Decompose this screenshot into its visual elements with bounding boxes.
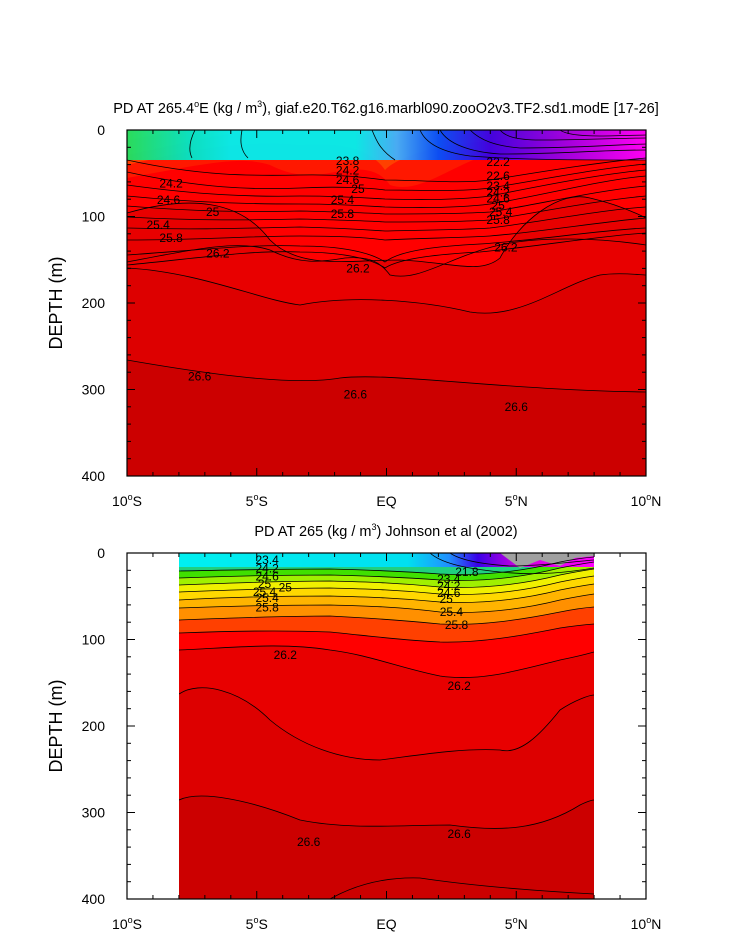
contour-label: 24.6 [486,191,510,205]
top-contour-labels: 24.224.62525.425.826.223.824.224.62525.4… [146,154,528,414]
y-tick-label: 400 [82,891,106,907]
top-chart-title: PD AT 265.4oE (kg / m3), giaf.e20.T62.g1… [113,99,659,117]
x-tick-label: 10oN [631,915,662,932]
contour-label: 24.6 [157,193,181,207]
bottom-panel: PD AT 265 (kg / m3) Johnson et al (2002) [46,522,661,932]
x-tick-label: 5oS [246,915,268,932]
bottom-y-axis-label: DEPTH (m) [46,680,66,773]
contour-label: 23.4 [255,553,279,567]
x-tick-label: 5oN [505,915,528,932]
y-tick-label: 300 [82,805,106,821]
contour-label: 26.6 [344,388,368,402]
contour-label: 26.6 [505,400,529,414]
bottom-chart-title: PD AT 265 (kg / m3) Johnson et al (2002) [254,522,517,540]
contour-label: 25.8 [331,207,355,221]
contour-label: 26.2 [346,261,370,275]
contour-label: 22.6 [486,169,510,183]
x-tick-label: 10oN [631,492,662,509]
contour-label: 25 [351,182,365,196]
x-tick-label: 5oN [505,492,528,509]
top-panel: PD AT 265.4oE (kg / m3), giaf.e20.T62.g1… [46,99,662,509]
contour-label: 24.6 [437,586,461,600]
contour-label: 25.8 [486,213,510,227]
contour-label: 23.4 [486,179,510,193]
top-y-axis-label: DEPTH (m) [46,257,66,350]
contour-label: 26.2 [206,247,230,261]
x-tick-label: 10oS [112,915,142,932]
y-tick-label: 300 [82,382,106,398]
bottom-density-field [179,553,594,899]
contour-label: 26.2 [494,241,518,255]
y-tick-label: 200 [82,718,106,734]
contour-label: 26.6 [188,370,212,384]
y-tick-label: 400 [82,468,106,484]
bottom-axes: 10oS 5oS EQ 5oN 10oN 0 100 200 300 400 [82,545,662,932]
contour-label: 25.4 [489,205,513,219]
y-tick-label: 100 [82,632,106,648]
x-tick-label: EQ [376,493,396,509]
y-tick-label: 0 [97,122,105,138]
contour-label: 23.8 [336,154,360,168]
x-tick-label: 5oS [246,492,268,509]
y-tick-label: 100 [82,209,106,225]
contour-label: 25.4 [253,585,277,599]
top-axes: 10oS 5oS EQ 5oN 10oN 0 100 200 300 400 [82,122,662,509]
contour-label: 25.8 [159,231,183,245]
contour-label: 26.2 [274,648,298,662]
contour-label: 25.4 [331,193,355,207]
contour-label: 25 [491,198,505,212]
contour-label: 23.4 [437,572,461,586]
contour-label: 25.4 [255,591,279,605]
contour-label: 24.2 [486,185,510,199]
contour-label: 25 [279,581,293,595]
contour-label: 25 [206,205,220,219]
contour-label: 25.4 [146,218,170,232]
contour-label: 24.6 [255,569,279,583]
contour-label: 26.6 [297,835,321,849]
contour-label: 25 [258,577,272,591]
x-tick-label: 10oS [112,492,142,509]
x-tick-label: EQ [376,916,396,932]
contour-label: 22.2 [486,155,510,169]
y-tick-label: 200 [82,295,106,311]
contour-label: 25.8 [445,618,469,632]
contour-label: 24.6 [336,173,360,187]
contour-label: 24.2 [159,177,183,191]
contour-label: 24.2 [255,562,279,576]
contour-label: 21.8 [455,565,479,579]
y-tick-label: 0 [97,545,105,561]
contour-label: 26.2 [447,679,471,693]
contour-label: 25.4 [440,605,464,619]
contour-label: 24.2 [437,579,461,593]
contour-label: 25 [440,592,454,606]
top-density-field [127,130,646,476]
contour-label: 24.2 [336,164,360,178]
contour-label: 25.8 [255,600,279,614]
contour-label: 26.6 [447,827,471,841]
